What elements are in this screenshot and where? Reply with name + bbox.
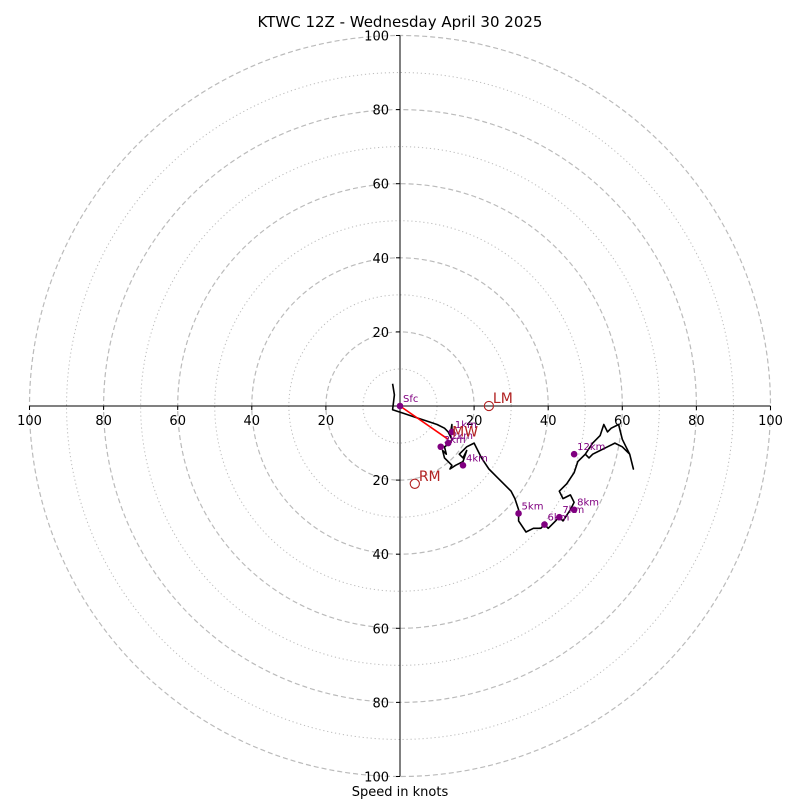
storm-marker-RM — [409, 478, 420, 489]
x-tick-label: 20 — [466, 414, 483, 429]
height-marker-6km — [541, 521, 548, 528]
height-markers: Sfc1km2km3km4km5km6km7km8km12km — [396, 394, 605, 528]
x-tick-label: 40 — [540, 414, 557, 429]
y-tick-label: 100 — [364, 771, 389, 786]
storm-motion-markers: LM RM MW — [409, 391, 513, 489]
mean-wind-arrow — [399, 405, 449, 441]
storm-label-LM: LM — [493, 391, 513, 407]
x-tick-label: 60 — [614, 414, 631, 429]
storm-marker-LM — [483, 400, 495, 412]
height-marker-4km — [459, 461, 467, 469]
height-marker-8km — [570, 506, 578, 514]
height-label-2km: 2km — [451, 431, 473, 442]
height-label-8km: 8km — [577, 498, 599, 509]
height-marker-12km — [570, 450, 578, 458]
y-tick-label: 20 — [372, 474, 389, 489]
height-label-1km: 1km — [455, 420, 477, 431]
y-tick-label: 60 — [372, 622, 389, 637]
height-label-Sfc: Sfc — [403, 394, 418, 405]
x-tick-label: 80 — [95, 414, 112, 429]
y-tick-label: 40 — [372, 252, 389, 267]
height-marker-3km — [437, 443, 445, 451]
height-marker-2km — [444, 439, 452, 447]
mean-wind-vector — [399, 405, 449, 441]
storm-label-MW: MW — [452, 424, 478, 440]
height-marker-7km — [556, 513, 563, 521]
chart-title: KTWC 12Z - Wednesday April 30 2025 — [258, 13, 543, 31]
y-tick-label: 40 — [372, 548, 389, 563]
x-tick-label: 20 — [318, 414, 335, 429]
x-tick-label: 100 — [17, 414, 42, 429]
x-tick-label: 60 — [169, 414, 186, 429]
height-marker-Sfc — [396, 402, 404, 410]
x-tick-label: 40 — [244, 414, 261, 429]
height-label-12km: 12km — [577, 442, 605, 453]
storm-label-RM: RM — [419, 469, 441, 485]
x-tick-label: 80 — [688, 414, 705, 429]
height-label-3km: 3km — [444, 435, 466, 446]
y-tick-label: 20 — [372, 326, 389, 341]
height-label-5km: 5km — [522, 501, 544, 512]
y-tick-label: 80 — [372, 696, 389, 711]
height-marker-5km — [515, 510, 522, 517]
y-tick-label: 60 — [372, 178, 389, 193]
y-tick-label: 100 — [364, 30, 389, 45]
height-marker-1km — [448, 428, 456, 436]
x-tick-label: 100 — [758, 414, 783, 429]
tick-labels: 100 80 60 40 20 20 40 60 80 100 100 80 60 40 20 20 40 60 8… — [17, 30, 783, 786]
x-axis-label: Speed in knots — [352, 785, 449, 800]
y-tick-label: 80 — [372, 104, 389, 119]
height-label-4km: 4km — [466, 453, 488, 464]
